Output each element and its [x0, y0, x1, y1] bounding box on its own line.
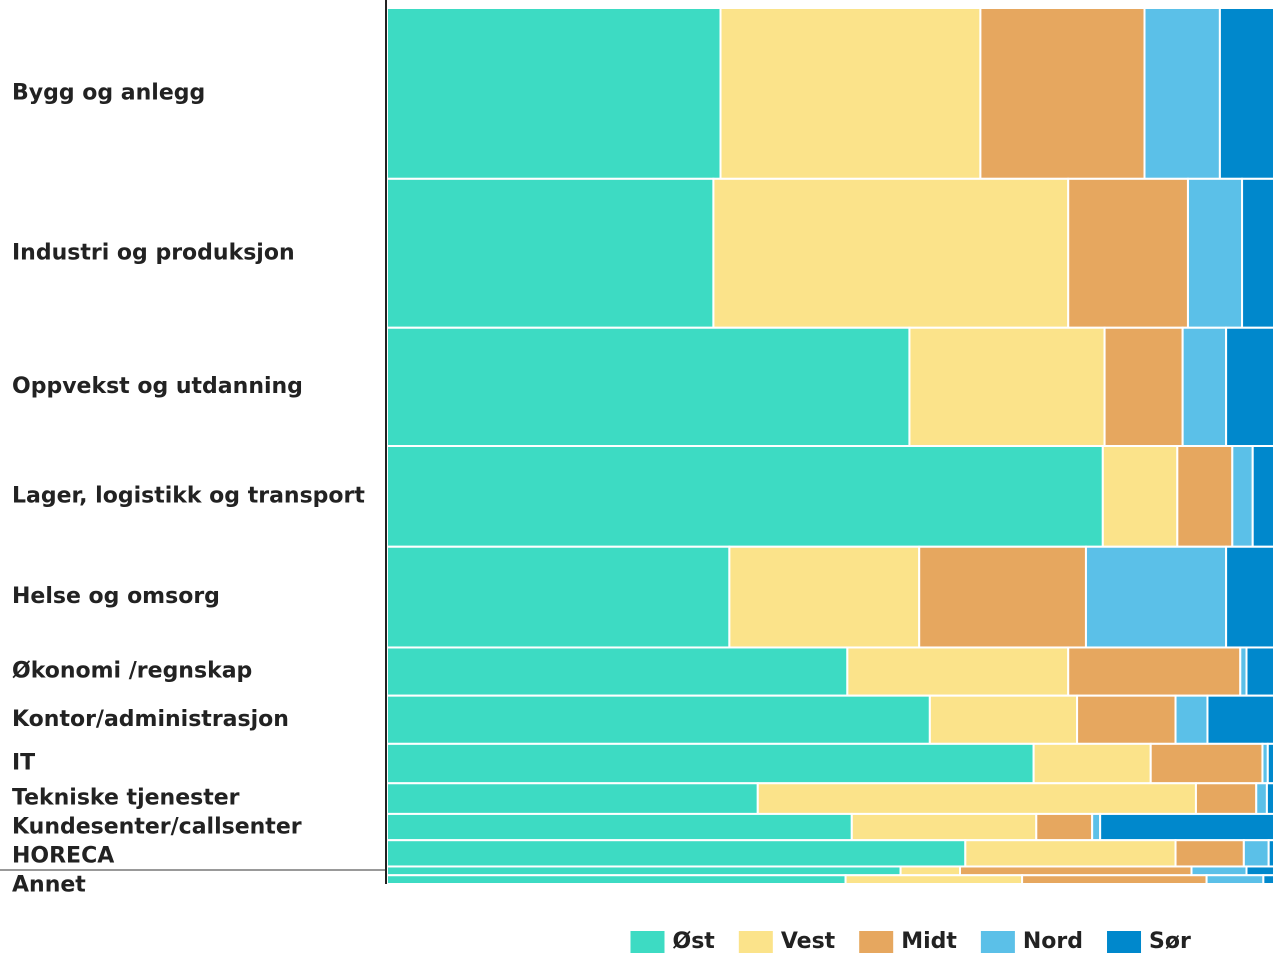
segment — [386, 326, 911, 447]
segment — [728, 545, 921, 649]
row-label: HORECA — [12, 844, 114, 869]
legend-label: Nord — [1023, 929, 1083, 953]
segment — [1181, 326, 1228, 447]
row-label: IT — [12, 751, 35, 776]
segment — [1262, 874, 1275, 885]
segment — [386, 812, 853, 842]
segment — [386, 646, 849, 697]
segment — [918, 545, 1087, 649]
segment — [386, 694, 931, 745]
row-label: Kundesenter/callsenter — [12, 815, 302, 840]
legend-label: Øst — [673, 929, 716, 953]
row-label: Lager, logistikk og transport — [12, 483, 365, 508]
segment — [1206, 694, 1275, 745]
segment — [959, 865, 1193, 877]
segment — [908, 326, 1106, 447]
segment — [1174, 694, 1209, 745]
segment — [1021, 874, 1208, 885]
row-label: Helse og omsorg — [12, 584, 220, 609]
segment — [1101, 445, 1179, 548]
segment — [1265, 782, 1276, 815]
segment — [850, 812, 1038, 842]
segment — [386, 545, 731, 649]
row-label: Bygg og anlegg — [12, 80, 205, 105]
segment — [1267, 839, 1275, 868]
legend-swatch — [630, 931, 665, 953]
segment — [386, 782, 759, 815]
row-label: Kontor/administrasjon — [12, 707, 289, 732]
segment — [1194, 782, 1258, 815]
segment — [1255, 782, 1268, 815]
segment — [1067, 646, 1242, 697]
legend-swatch — [980, 931, 1015, 953]
segment — [386, 177, 715, 329]
segment — [1205, 874, 1265, 885]
legend-label: Sør — [1149, 929, 1191, 953]
segment — [386, 742, 1035, 785]
segment — [719, 7, 982, 180]
segment — [1241, 177, 1275, 329]
segment — [1245, 646, 1276, 697]
segment — [1225, 326, 1276, 447]
segment — [1099, 812, 1275, 842]
row-label: Annet — [12, 873, 86, 898]
segment — [386, 7, 722, 180]
segment — [1143, 7, 1221, 180]
segment — [844, 874, 1024, 885]
segment — [928, 694, 1079, 745]
segment — [1231, 445, 1254, 548]
segment — [1218, 7, 1275, 180]
segment — [1174, 839, 1245, 868]
segment — [964, 839, 1177, 868]
segment — [1190, 865, 1248, 877]
legend-swatch — [1107, 931, 1142, 953]
segment — [756, 782, 1197, 815]
segment — [1084, 545, 1228, 649]
row-label: Oppvekst og utdanning — [12, 374, 303, 399]
legend-label: Midt — [901, 929, 957, 953]
segment — [1103, 326, 1184, 447]
row-label: Økonomi /regnskap — [12, 659, 252, 684]
segment — [1251, 445, 1276, 548]
segment — [1245, 865, 1276, 877]
segment — [899, 865, 962, 877]
segment — [712, 177, 1070, 329]
segment — [1091, 812, 1102, 842]
segment — [386, 874, 847, 885]
row-label: Tekniske tjenester — [12, 786, 240, 811]
segment — [846, 646, 1070, 697]
segment — [1035, 812, 1094, 842]
segment — [1225, 545, 1276, 649]
segment — [1067, 177, 1189, 329]
row-label: Industri og produksjon — [12, 240, 295, 265]
segment — [1149, 742, 1264, 785]
legend-swatch — [738, 931, 773, 953]
segment — [1266, 742, 1276, 785]
segment — [1186, 177, 1244, 329]
legend-label: Vest — [781, 929, 836, 953]
segment — [1076, 694, 1177, 745]
segment — [386, 865, 902, 877]
segment — [386, 839, 967, 868]
legend-swatch — [859, 931, 894, 953]
segment — [1176, 445, 1234, 548]
segment — [979, 7, 1146, 180]
segment — [386, 445, 1104, 548]
segment — [1032, 742, 1152, 785]
segment — [1242, 839, 1270, 868]
